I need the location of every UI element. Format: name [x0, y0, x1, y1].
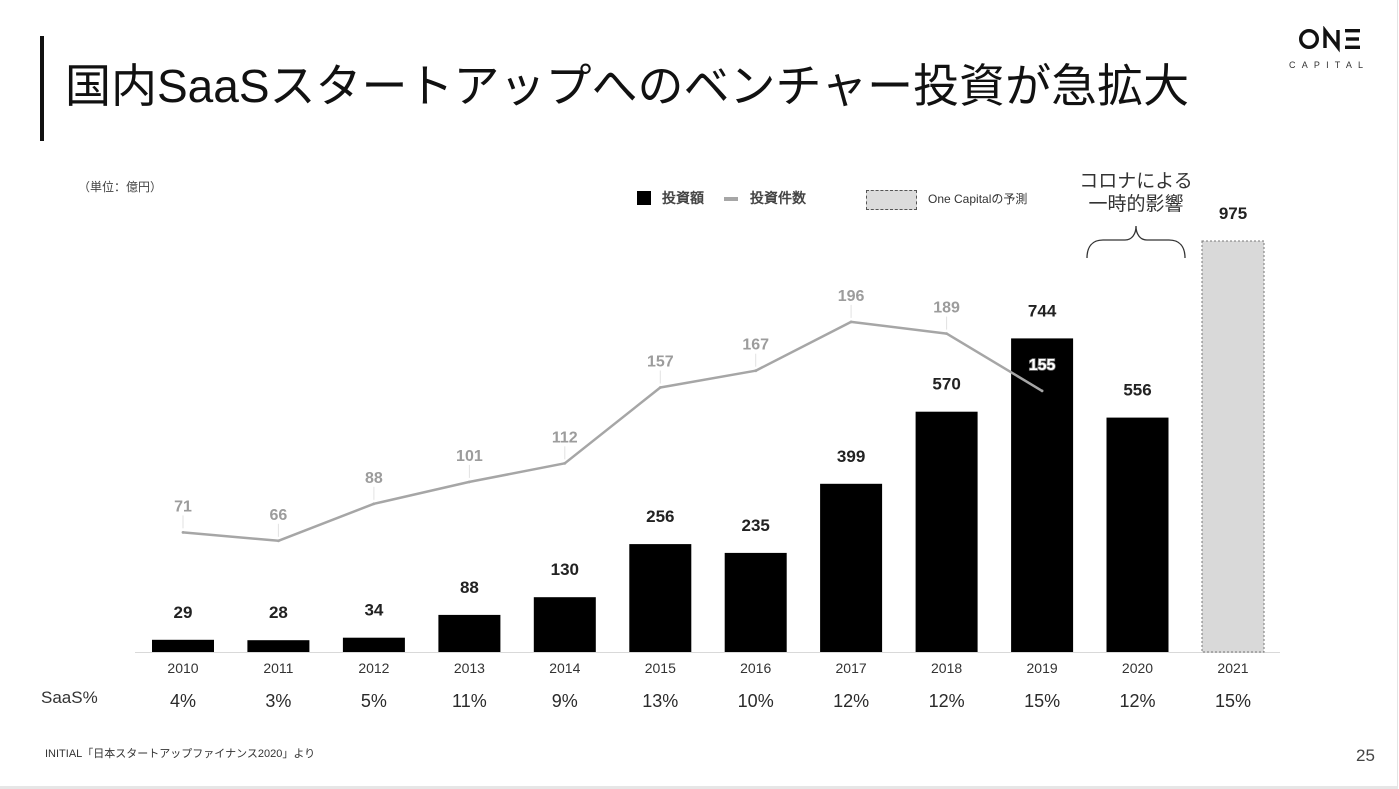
one-capital-logo: CAPITAL — [1289, 26, 1373, 74]
legend-bar-swatch — [637, 191, 651, 205]
count-point-2017 — [849, 320, 853, 324]
bar-value-label-2020: 556 — [1123, 381, 1151, 400]
annotation-line-2: 一時的影響 — [1088, 194, 1184, 215]
page-title: 国内SaaSスタートアップへのベンチャー投資が急拡大 — [65, 60, 1190, 112]
bar-2013 — [438, 614, 501, 652]
saas-share-2017: 12% — [833, 691, 869, 711]
x-tick-label-2016: 2016 — [740, 660, 771, 676]
bar-2014 — [533, 597, 596, 652]
legend-line-swatch — [724, 197, 738, 201]
bar-2020 — [1106, 417, 1169, 652]
bar-value-label-2010: 29 — [174, 603, 193, 622]
count-label-2015: 157 — [647, 354, 674, 371]
bar-2019 — [1011, 338, 1074, 652]
saas-share-2016: 10% — [738, 691, 774, 711]
count-label-2016: 167 — [742, 337, 769, 354]
x-tick-label-2012: 2012 — [358, 660, 389, 676]
legend-bar-label: 投資額 — [662, 190, 704, 206]
bar-value-label-2015: 256 — [646, 507, 674, 526]
saas-share-2011: 3% — [265, 691, 291, 711]
saas-share-2020: 12% — [1119, 691, 1155, 711]
count-point-2019 — [1040, 389, 1044, 393]
saas-share-2015: 13% — [642, 691, 678, 711]
covid-annotation: コロナによる 一時的影響 — [1066, 170, 1206, 216]
x-tick-label-2010: 2010 — [167, 660, 198, 676]
count-label-2012: 88 — [365, 470, 383, 487]
count-label-2013: 101 — [456, 448, 483, 465]
bar-2016 — [724, 552, 787, 652]
saas-share-2019: 15% — [1024, 691, 1060, 711]
legend-forecast-swatch — [866, 190, 917, 210]
bar-2017 — [820, 483, 883, 652]
annotation-line-1: コロナによる — [1079, 171, 1193, 192]
count-label-2019: 155 — [1029, 357, 1056, 374]
bar-2010 — [152, 639, 214, 652]
bar-2018 — [915, 411, 978, 652]
page-number: 25 — [1356, 746, 1375, 765]
x-tick-label-2017: 2017 — [836, 660, 867, 676]
bar-2015 — [629, 544, 692, 652]
bar-2021 — [1201, 240, 1265, 653]
count-line — [182, 320, 1043, 543]
bar-value-label-2018: 570 — [932, 375, 960, 394]
count-label-2017: 196 — [838, 288, 865, 305]
legend-line-label: 投資件数 — [750, 190, 806, 206]
bar-value-label-2019: 744 — [1028, 301, 1057, 320]
legend-forecast-label: One Capitalの予測 — [928, 192, 1028, 206]
saas-row-label: SaaS% — [41, 688, 98, 707]
count-point-2011 — [277, 539, 280, 543]
bar-value-label-2021: 975 — [1219, 204, 1247, 223]
saas-share-2010: 4% — [170, 691, 196, 711]
bar-value-label-2014: 130 — [551, 560, 579, 579]
title-accent-bar — [40, 36, 44, 141]
curly-brace-icon — [1086, 225, 1186, 259]
bar-value-label-2012: 34 — [364, 601, 383, 620]
logo-mark-icon — [1298, 26, 1360, 53]
unit-note: （単位：億円） — [78, 180, 163, 194]
x-tick-label-2019: 2019 — [1027, 660, 1058, 676]
bar-value-label-2011: 28 — [269, 603, 288, 622]
count-point-2013 — [468, 480, 471, 484]
source-note: INITIAL「日本スタートアップファイナンス2020」より — [45, 748, 316, 760]
x-tick-label-2014: 2014 — [549, 660, 580, 676]
count-label-2011: 66 — [270, 507, 288, 524]
bar-2012 — [342, 637, 405, 652]
count-point-2014 — [563, 461, 567, 465]
logo-subtitle: CAPITAL — [1289, 60, 1370, 70]
x-tick-label-2021: 2021 — [1217, 660, 1248, 676]
bar-value-label-2017: 399 — [837, 447, 865, 466]
x-tick-label-2011: 2011 — [263, 660, 293, 676]
bar-value-label-2016: 235 — [742, 516, 770, 535]
count-point-2016 — [754, 369, 758, 373]
bar-2011 — [247, 640, 310, 652]
saas-share-2018: 12% — [929, 691, 965, 711]
saas-share-2014: 9% — [552, 691, 578, 711]
x-tick-label-2020: 2020 — [1122, 660, 1153, 676]
bar-value-label-2013: 88 — [460, 578, 479, 597]
count-point-2015 — [658, 386, 662, 389]
count-point-2018 — [945, 332, 948, 335]
x-tick-label-2015: 2015 — [645, 660, 676, 676]
saas-share-2021: 15% — [1215, 691, 1251, 711]
count-label-2014: 112 — [552, 429, 578, 446]
count-point-2010 — [181, 531, 185, 534]
count-label-2010: 71 — [174, 498, 192, 515]
x-tick-label-2013: 2013 — [454, 660, 485, 676]
saas-share-2013: 11% — [452, 691, 487, 711]
count-point-2012 — [372, 502, 376, 506]
x-tick-label-2018: 2018 — [931, 660, 962, 676]
saas-share-2012: 5% — [361, 691, 387, 711]
count-label-2018: 189 — [933, 300, 960, 317]
